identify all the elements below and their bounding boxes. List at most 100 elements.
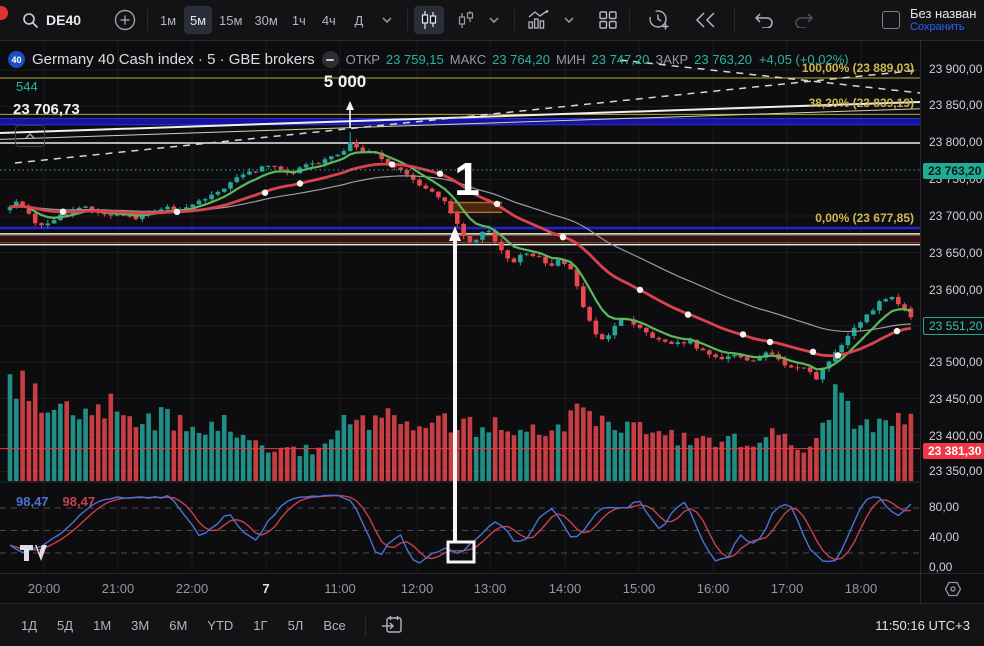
price-tick: 23 800,00 — [929, 135, 983, 149]
redo-button[interactable] — [789, 6, 821, 34]
search-icon — [23, 12, 39, 28]
timeframe-1м[interactable]: 1м — [154, 6, 182, 34]
alert-clock-icon — [649, 10, 669, 30]
time-label: 14:00 — [548, 581, 582, 596]
ohlc-values: ОТКР 23 759,15 МАКС 23 764,20 МИН 23 747,20 ЗА… — [346, 52, 752, 67]
axis-corner[interactable] — [920, 573, 984, 604]
ohlc-value: 23 747,20 — [591, 52, 650, 67]
goto-date-button[interactable] — [376, 611, 408, 639]
grid-layout-icon — [599, 11, 617, 29]
price-axis[interactable]: 23 900,00 23 850,00 23 800,00 23 750,00 23 7… — [920, 40, 984, 574]
range-group: 1Д 5Д 1М 3М 6М YTD 1Г 5Л Все — [12, 613, 355, 638]
range-6М[interactable]: 6М — [160, 613, 196, 638]
price-tick: 23 400,00 — [929, 429, 983, 443]
indicators-menu-button[interactable] — [555, 6, 583, 34]
symbol-search-button[interactable]: DE40 — [12, 6, 91, 34]
clock[interactable]: 11:50:16 UTC+3 — [875, 617, 970, 633]
range-5Д[interactable]: 5Д — [48, 613, 82, 638]
time-label: 21:00 — [101, 581, 135, 596]
ohlc-label: МИН — [555, 52, 586, 67]
svg-text:5 000: 5 000 — [324, 72, 367, 91]
indicators-button[interactable] — [521, 6, 555, 34]
time-label: 7 — [262, 581, 270, 596]
fib-level-label[interactable]: 100,00% (23 889,03) — [801, 61, 914, 75]
stoch-k-value: 98,47 — [16, 494, 49, 509]
toolbar-right-group: Без назван Сохранить — [882, 7, 984, 33]
alert-button[interactable] — [642, 6, 676, 34]
chart-panes[interactable]: 5 000 1 40 Germany 40 Cash index · 5 · GB… — [0, 40, 920, 573]
layout-checkbox-icon[interactable] — [882, 10, 900, 29]
ohlc-label: ЗАКР — [655, 52, 689, 67]
ohlc-label: ОТКР — [345, 52, 380, 67]
symbol-label: DE40 — [46, 12, 82, 28]
compare-add-button[interactable] — [109, 6, 141, 34]
toolbar-divider — [733, 9, 735, 31]
toolbar-divider — [513, 9, 515, 31]
layout-grid-button[interactable] — [593, 6, 623, 34]
svg-text:1: 1 — [454, 153, 480, 205]
stoch-legend: 98,47 98,47 — [16, 494, 95, 509]
chart-canvas[interactable]: 5 000 1 — [0, 40, 920, 573]
save-layout-link[interactable]: Сохранить — [910, 21, 965, 34]
time-label: 12:00 — [400, 581, 434, 596]
time-axis[interactable]: 20:00 21:00 22:00 7 11:00 12:00 13:00 14:00 15:0… — [0, 573, 920, 604]
range-YTD[interactable]: YTD — [198, 613, 242, 638]
timeframe-4ч[interactable]: 4ч — [315, 6, 343, 34]
time-label: 17:00 — [770, 581, 804, 596]
chart-type-candles-button[interactable] — [413, 6, 444, 34]
timeframe-5м[interactable]: 5м — [184, 6, 213, 34]
hollow-candles-icon — [458, 11, 473, 28]
chevron-down-icon — [489, 17, 499, 23]
price-tick: 23 600,00 — [929, 283, 983, 297]
range-Все[interactable]: Все — [314, 613, 354, 638]
plus-circle-icon — [114, 9, 136, 31]
ohlc-value: 23 764,20 — [492, 52, 550, 67]
range-1Г[interactable]: 1Г — [244, 613, 276, 638]
toolbar-divider — [147, 9, 149, 31]
ohlc-value: 23 763,20 — [694, 52, 752, 67]
price-tick: 23 850,00 — [929, 98, 983, 112]
range-5Л[interactable]: 5Л — [279, 613, 313, 638]
hide-symbol-icon[interactable] — [321, 51, 339, 68]
undo-button[interactable] — [747, 6, 779, 34]
layout-name[interactable]: Без назван — [910, 6, 977, 21]
fib-level-label[interactable]: 38,20% (23 839,19) — [808, 96, 914, 110]
timeframe-30м[interactable]: 30м — [249, 6, 282, 34]
fib-level-label[interactable]: 0,00% (23 677,85) — [815, 211, 914, 225]
timeframe-1ч[interactable]: 1ч — [285, 6, 313, 34]
top-toolbar: DE40 1м 5м 15м 30м 1ч 4ч Д — [0, 0, 984, 41]
time-label: 20:00 — [27, 581, 61, 596]
timeframe-15м[interactable]: 15м — [214, 6, 247, 34]
ohlc-label: МАКС — [449, 52, 487, 67]
candles-icon — [421, 11, 436, 29]
symbol-legend[interactable]: 40 Germany 40 Cash index · 5 · GBE broke… — [8, 51, 849, 68]
layout-save-group: Без назван Сохранить — [910, 7, 984, 33]
chevron-down-icon — [382, 17, 392, 23]
recording-dot — [0, 6, 8, 20]
chart-style-button[interactable] — [452, 6, 480, 34]
alert-price-label: 23 381,30 — [923, 443, 984, 459]
redo-icon — [795, 13, 813, 28]
price-tick: 23 650,00 — [929, 246, 983, 260]
timeframe-menu-button[interactable] — [373, 6, 401, 34]
stoch-tick: 0,00 — [929, 560, 953, 574]
chart-area: 5 000 1 40 Germany 40 Cash index · 5 · GB… — [0, 40, 984, 604]
range-1Д[interactable]: 1Д — [12, 613, 46, 638]
ma-legend-value: 23 706,73 — [13, 101, 80, 118]
stoch-d-value: 98,47 — [62, 494, 96, 509]
toolbar-divider — [628, 9, 630, 31]
range-3М[interactable]: 3М — [122, 613, 158, 638]
price-tick: 23 350,00 — [929, 464, 983, 478]
timeframe-group: 1м 5м 15м 30м 1ч 4ч Д — [154, 6, 373, 34]
stoch-tick: 40,00 — [929, 530, 960, 544]
time-label: 15:00 — [622, 581, 656, 596]
price-tick: 23 450,00 — [929, 392, 983, 406]
chart-style-menu-button[interactable] — [480, 6, 508, 34]
timeframe-Д[interactable]: Д — [345, 6, 373, 34]
range-1М[interactable]: 1М — [84, 613, 120, 638]
volume-legend-value: 544 — [16, 79, 38, 94]
bar-replay-button[interactable] — [690, 6, 722, 34]
collapse-legend-button[interactable] — [15, 125, 45, 147]
axis-settings-icon — [944, 581, 962, 597]
replay-rewind-icon — [695, 12, 715, 28]
